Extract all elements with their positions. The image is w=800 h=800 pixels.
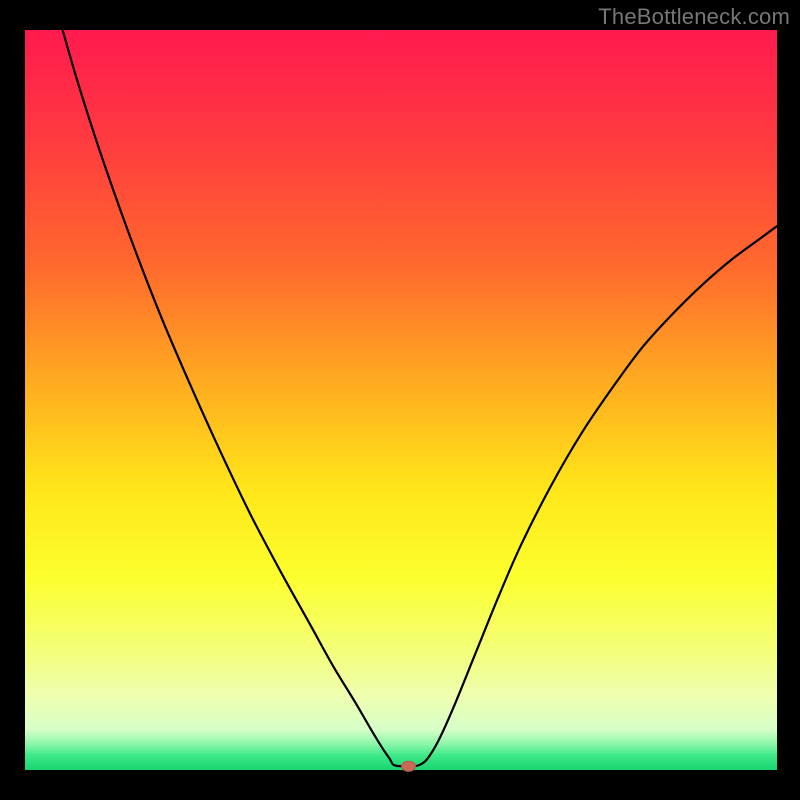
optimum-marker [402, 761, 416, 771]
chart-container: { "attribution": "TheBottleneck.com", "c… [0, 0, 800, 800]
plot-background [25, 30, 777, 770]
bottleneck-chart [0, 0, 800, 800]
attribution-text: TheBottleneck.com [598, 4, 790, 30]
